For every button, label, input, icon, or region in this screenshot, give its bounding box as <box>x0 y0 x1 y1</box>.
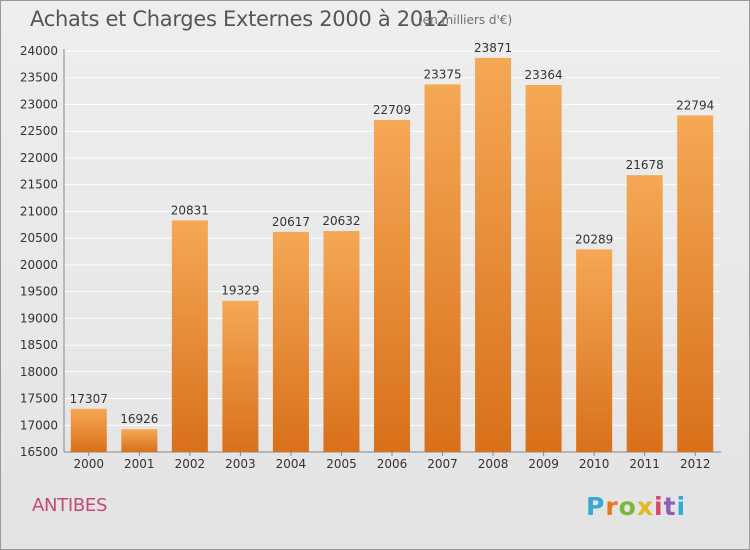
logo-letter: i <box>676 492 687 521</box>
data-label: 17307 <box>70 392 108 406</box>
proxiti-logo: Proxiti <box>586 492 686 521</box>
bar <box>677 115 714 452</box>
x-tick-label: 2004 <box>276 457 307 471</box>
y-tick-label: 23000 <box>20 97 58 111</box>
y-tick-label: 19500 <box>20 285 58 299</box>
y-tick-label: 21500 <box>20 178 58 192</box>
logo-letter: r <box>605 492 619 521</box>
x-tick-label: 2008 <box>478 457 509 471</box>
x-tick-label: 2000 <box>73 457 104 471</box>
bar <box>475 57 512 452</box>
logo-letter: P <box>586 492 606 521</box>
y-tick-label: 22500 <box>20 124 58 138</box>
x-tick-label: 2009 <box>528 457 559 471</box>
x-tick-label: 2007 <box>427 457 458 471</box>
bar <box>222 300 259 452</box>
y-tick-label: 23500 <box>20 71 58 85</box>
y-tick-label: 18000 <box>20 365 58 379</box>
x-tick-label: 2011 <box>629 457 660 471</box>
x-tick-label: 2001 <box>124 457 155 471</box>
bar <box>272 231 309 452</box>
data-label: 20289 <box>575 232 613 246</box>
bar <box>374 120 410 453</box>
y-tick-label: 17500 <box>20 392 58 406</box>
data-label: 23364 <box>525 68 563 82</box>
bar <box>525 85 562 453</box>
data-label: 22709 <box>373 103 411 117</box>
bar <box>121 429 158 452</box>
x-tick-label: 2010 <box>579 457 610 471</box>
y-tick-label: 20000 <box>20 258 58 272</box>
x-tick-label: 2002 <box>175 457 206 471</box>
x-tick-label: 2006 <box>377 457 408 471</box>
bar <box>70 408 107 452</box>
data-label: 19329 <box>221 284 259 298</box>
data-label: 23871 <box>474 41 512 55</box>
x-tick-label: 2003 <box>225 457 256 471</box>
bar <box>171 220 208 452</box>
data-label: 23375 <box>423 67 461 81</box>
x-tick-label: 2005 <box>326 457 357 471</box>
y-tick-label: 17000 <box>20 418 58 432</box>
logo-letter: o <box>618 492 637 521</box>
chart-subtitle: (en milliers d'€) <box>418 13 513 27</box>
data-label: 20617 <box>272 215 310 229</box>
logo-letter: x <box>636 492 654 521</box>
y-tick-label: 21000 <box>20 204 58 218</box>
data-label: 22794 <box>676 98 714 112</box>
y-tick-label: 19000 <box>20 311 58 325</box>
data-label: 16926 <box>120 412 158 426</box>
data-label: 20831 <box>171 203 209 217</box>
bar <box>626 175 663 452</box>
x-tick-label: 2012 <box>680 457 711 471</box>
data-label: 21678 <box>626 158 664 172</box>
data-label: 20632 <box>322 214 360 228</box>
bar <box>576 249 613 452</box>
logo-letter: t <box>663 492 677 521</box>
bar <box>323 231 360 452</box>
y-tick-label: 20500 <box>20 231 58 245</box>
chart-title: Achats et Charges Externes 2000 à 2012 <box>30 7 450 31</box>
y-tick-label: 18500 <box>20 338 58 352</box>
y-tick-label: 22000 <box>20 151 58 165</box>
logo-letter: i <box>654 492 664 521</box>
bar <box>424 84 461 453</box>
city-label: ANTIBES <box>32 495 108 516</box>
y-tick-label: 16500 <box>20 445 58 459</box>
y-tick-label: 24000 <box>20 44 58 58</box>
